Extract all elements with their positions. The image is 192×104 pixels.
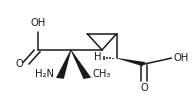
Text: OH: OH <box>30 18 46 28</box>
Text: OH: OH <box>173 53 189 63</box>
Polygon shape <box>56 50 71 79</box>
Text: O: O <box>140 83 148 93</box>
Text: H₂N: H₂N <box>36 69 54 79</box>
Polygon shape <box>117 58 146 66</box>
Polygon shape <box>70 50 91 79</box>
Text: H: H <box>94 52 101 62</box>
Text: O: O <box>16 59 23 69</box>
Text: CH₃: CH₃ <box>93 69 111 79</box>
